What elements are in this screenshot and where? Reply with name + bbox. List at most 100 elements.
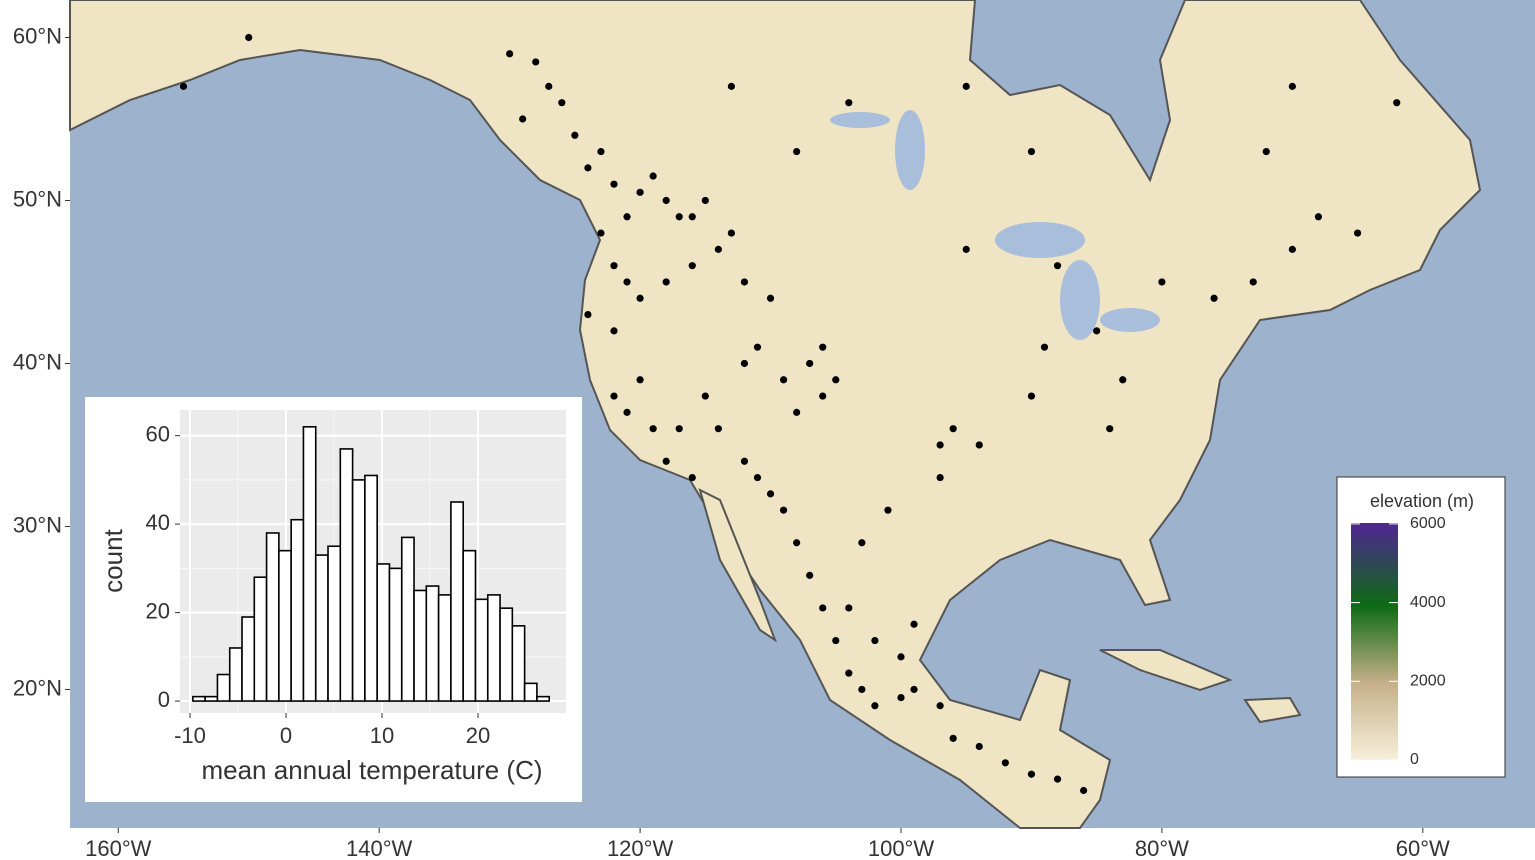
x-tick-label: 20	[466, 723, 490, 748]
occurrence-point	[1288, 82, 1296, 90]
occurrence-point	[610, 327, 618, 335]
histogram-bar	[388, 567, 403, 702]
histogram-bar	[228, 647, 243, 702]
occurrence-point	[910, 685, 918, 694]
occurrence-point	[753, 473, 762, 482]
occurrence-point	[975, 742, 983, 751]
occurrence-point	[1053, 775, 1062, 783]
occurrence-point	[753, 343, 762, 351]
occurrence-point	[597, 229, 605, 237]
occurrence-point	[806, 359, 814, 368]
occurrence-point	[819, 604, 827, 612]
occurrence-point	[1093, 327, 1101, 335]
y-tick-label: 20	[146, 598, 170, 623]
map-layer	[179, 33, 1401, 795]
occurrence-point	[727, 229, 736, 237]
histogram-bar	[474, 598, 489, 702]
occurrence-point	[949, 425, 957, 433]
lake	[1060, 260, 1100, 340]
histogram-bar	[364, 474, 378, 702]
occurrence-point	[858, 539, 866, 547]
histogram-bar	[376, 563, 391, 702]
histogram-bar	[253, 576, 268, 702]
legend-colorbar	[1351, 523, 1398, 760]
occurrence-point	[636, 188, 644, 196]
histogram-bar	[327, 545, 342, 702]
histogram-bar	[216, 673, 231, 702]
occurrence-point	[1027, 770, 1036, 778]
y-tick-label: 60	[146, 421, 170, 446]
occurrence-point	[597, 147, 605, 156]
occurrence-point	[519, 115, 527, 123]
occurrence-point	[701, 392, 709, 400]
occurrence-point	[1288, 245, 1296, 253]
occurrence-point	[636, 294, 644, 302]
occurrence-point	[545, 82, 553, 90]
histogram-bar	[339, 448, 354, 702]
occurrence-point	[727, 82, 736, 90]
occurrence-point	[975, 441, 983, 449]
occurrence-point	[845, 99, 853, 107]
occurrence-point	[740, 457, 749, 465]
occurrence-point	[910, 620, 918, 628]
occurrence-point	[584, 310, 592, 319]
occurrence-point	[832, 376, 840, 384]
occurrence-point	[1106, 425, 1114, 433]
occurrence-point	[558, 99, 566, 107]
y-tick-label: 60°N	[13, 23, 62, 48]
occurrence-point	[1353, 229, 1362, 237]
histogram-bar	[192, 695, 206, 702]
occurrence-point	[884, 506, 892, 514]
occurrence-point	[1210, 294, 1218, 302]
occurrence-point	[714, 425, 722, 433]
occurrence-point	[688, 262, 696, 270]
histogram-bar	[400, 536, 415, 702]
histogram-bar	[536, 695, 551, 702]
y-tick-label: 40	[146, 510, 170, 535]
occurrence-point	[714, 245, 722, 253]
occurrence-point	[740, 359, 749, 368]
x-tick-label: 140°W	[346, 836, 413, 860]
occurrence-point	[649, 425, 657, 433]
x-tick-label: -10	[174, 723, 206, 748]
occurrence-point	[1119, 376, 1127, 384]
histogram-bar	[278, 549, 292, 702]
y-tick-label: 30°N	[13, 512, 62, 537]
x-tick-label: 160°W	[85, 836, 152, 860]
occurrence-point	[819, 343, 827, 351]
occurrence-point	[610, 262, 618, 270]
occurrence-point	[675, 425, 683, 433]
occurrence-point	[610, 392, 618, 400]
histogram-bar	[499, 607, 514, 702]
lake	[995, 222, 1085, 258]
histogram-bar	[413, 589, 428, 702]
occurrence-point	[766, 294, 775, 302]
histogram-bar	[523, 682, 538, 702]
occurrence-point	[1040, 343, 1049, 351]
occurrence-point	[571, 131, 579, 139]
occurrence-point	[793, 539, 801, 547]
occurrence-point	[962, 245, 970, 253]
occurrence-point	[1249, 278, 1257, 286]
occurrence-point	[779, 376, 788, 384]
x-tick-label: 80°W	[1135, 836, 1189, 860]
occurrence-point	[636, 376, 644, 384]
occurrence-point	[623, 213, 631, 221]
occurrence-point	[623, 408, 631, 416]
occurrence-point	[623, 278, 631, 286]
occurrence-point	[845, 669, 853, 677]
occurrence-point	[936, 702, 944, 710]
occurrence-point	[832, 636, 840, 645]
histogram-bar	[314, 554, 329, 702]
occurrence-point	[819, 392, 827, 400]
lake	[1100, 308, 1160, 332]
occurrence-point	[649, 172, 657, 180]
occurrence-point	[871, 702, 879, 710]
occurrence-point	[793, 147, 801, 156]
legend-layer: 0 2000 4000 6000	[1351, 515, 1446, 768]
occurrence-point	[1314, 213, 1323, 221]
occurrence-point	[662, 196, 670, 205]
occurrence-point	[1027, 392, 1036, 400]
occurrence-point	[662, 278, 670, 286]
histogram-bar	[302, 426, 317, 702]
